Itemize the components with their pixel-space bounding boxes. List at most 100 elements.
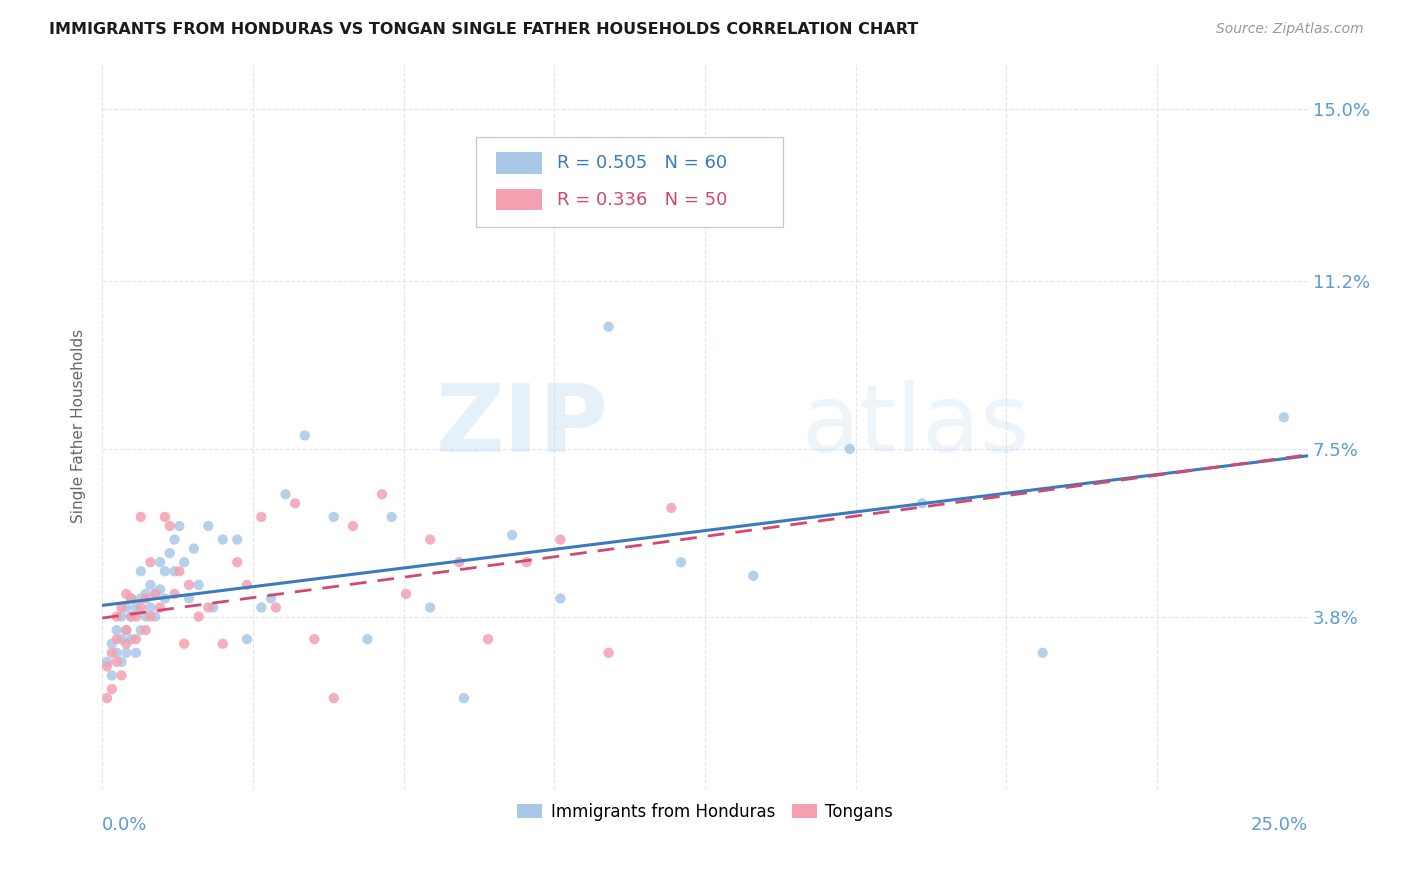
Point [159, 519, 181, 533]
Point [129, 510, 152, 524]
Point [236, 578, 259, 592]
Point [105, 632, 128, 647]
Point [120, 632, 142, 647]
Text: R = 0.336   N = 50: R = 0.336 N = 50 [557, 191, 727, 209]
Text: 0.0%: 0.0% [103, 816, 148, 834]
Point [598, 319, 620, 334]
Point [322, 691, 344, 706]
Point [153, 510, 176, 524]
Point [149, 600, 172, 615]
FancyBboxPatch shape [496, 189, 543, 211]
Point [101, 668, 124, 682]
Point [304, 632, 326, 647]
Point [169, 519, 191, 533]
Point [105, 623, 128, 637]
Point [110, 600, 132, 615]
Point [322, 510, 344, 524]
Point [96, 659, 118, 673]
Point [115, 623, 138, 637]
Point [477, 632, 499, 647]
Point [143, 609, 166, 624]
Point [135, 623, 157, 637]
Point [516, 555, 538, 569]
Point [419, 600, 441, 615]
Point [120, 591, 142, 606]
Point [453, 691, 475, 706]
Point [211, 637, 233, 651]
Point [226, 533, 249, 547]
Point [250, 510, 273, 524]
Point [115, 600, 138, 615]
Text: R = 0.505   N = 60: R = 0.505 N = 60 [557, 154, 727, 172]
Point [163, 587, 186, 601]
Point [381, 510, 404, 524]
Point [226, 555, 249, 569]
Point [115, 637, 138, 651]
Point [129, 591, 152, 606]
Point [501, 528, 523, 542]
Point [211, 533, 233, 547]
Text: 25.0%: 25.0% [1251, 816, 1308, 834]
Point [110, 655, 132, 669]
Text: ZIP: ZIP [436, 380, 609, 473]
Point [197, 519, 219, 533]
Point [115, 646, 138, 660]
FancyBboxPatch shape [496, 153, 543, 174]
Point [342, 519, 364, 533]
Point [550, 591, 572, 606]
Point [110, 668, 132, 682]
Point [101, 646, 124, 660]
Point [1272, 410, 1295, 425]
Point [129, 623, 152, 637]
Point [1032, 646, 1054, 660]
Point [120, 609, 142, 624]
Point [197, 600, 219, 615]
Point [669, 555, 692, 569]
Point [173, 555, 195, 569]
Text: Source: ZipAtlas.com: Source: ZipAtlas.com [1216, 22, 1364, 37]
Point [139, 578, 162, 592]
Point [250, 600, 273, 615]
Point [129, 564, 152, 578]
Point [135, 609, 157, 624]
Point [120, 609, 142, 624]
Point [371, 487, 394, 501]
Point [177, 591, 200, 606]
Point [550, 533, 572, 547]
Point [129, 600, 152, 615]
Point [125, 646, 148, 660]
Point [105, 609, 128, 624]
Point [742, 569, 765, 583]
Point [135, 587, 157, 601]
Point [911, 496, 934, 510]
Point [187, 578, 209, 592]
Y-axis label: Single Father Households: Single Father Households [72, 329, 86, 524]
Point [177, 578, 200, 592]
Text: IMMIGRANTS FROM HONDURAS VS TONGAN SINGLE FATHER HOUSEHOLDS CORRELATION CHART: IMMIGRANTS FROM HONDURAS VS TONGAN SINGL… [49, 22, 918, 37]
Point [139, 600, 162, 615]
Point [105, 655, 128, 669]
Point [125, 632, 148, 647]
Point [139, 555, 162, 569]
Point [135, 591, 157, 606]
Point [202, 600, 225, 615]
Text: atlas: atlas [801, 380, 1029, 473]
Legend: Immigrants from Honduras, Tongans: Immigrants from Honduras, Tongans [510, 796, 900, 828]
Point [163, 564, 186, 578]
Point [96, 691, 118, 706]
Point [183, 541, 205, 556]
Point [838, 442, 860, 456]
Point [120, 591, 142, 606]
Point [598, 646, 620, 660]
Point [159, 546, 181, 560]
Point [274, 487, 297, 501]
Point [419, 533, 441, 547]
Point [659, 500, 682, 515]
Point [149, 555, 172, 569]
Point [284, 496, 307, 510]
Point [110, 609, 132, 624]
Point [125, 600, 148, 615]
Point [449, 555, 471, 569]
Point [356, 632, 378, 647]
Point [187, 609, 209, 624]
